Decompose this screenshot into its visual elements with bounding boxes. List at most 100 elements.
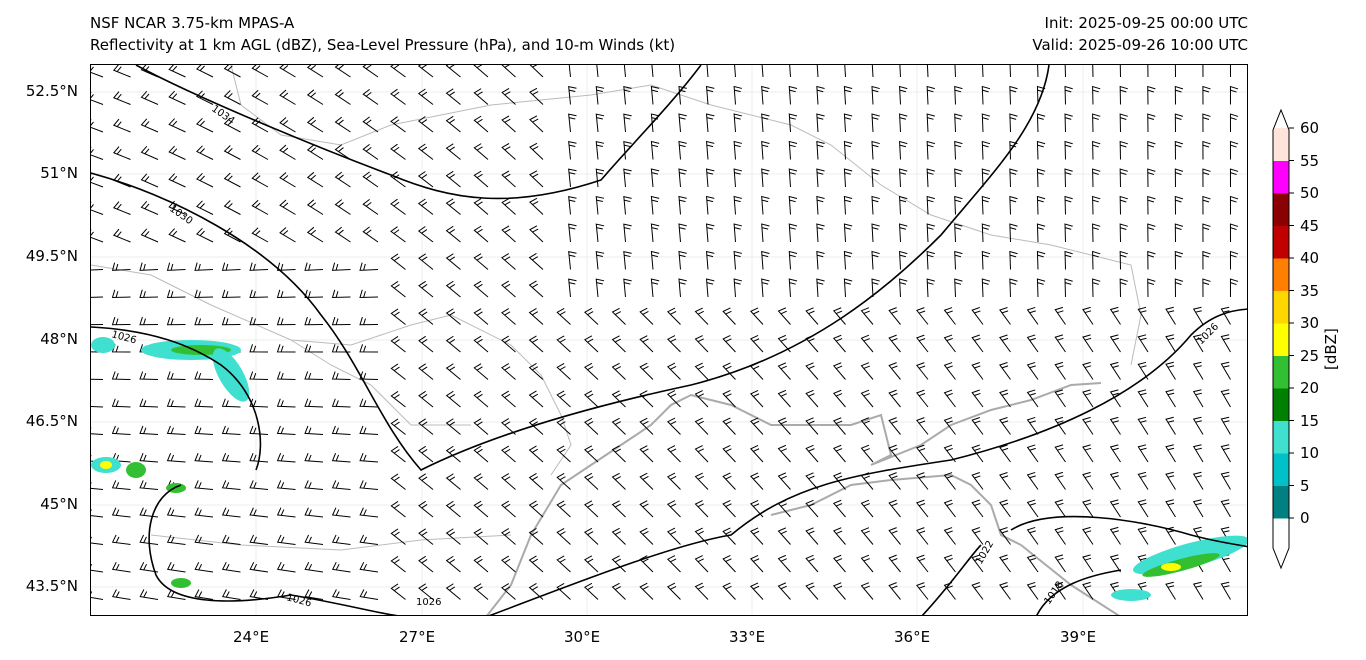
- wind-barb: [306, 199, 324, 215]
- wind-barb: [1137, 389, 1149, 408]
- wind-barb: [749, 472, 764, 490]
- colorbar-tick-label: 40: [1300, 249, 1320, 267]
- wind-barb: [568, 140, 577, 160]
- wind-barb: [568, 168, 577, 188]
- wind-barb: [139, 425, 159, 435]
- wind-barb: [359, 480, 379, 490]
- wind-barb: [418, 528, 434, 545]
- wind-barb: [611, 390, 626, 408]
- wind-barb: [899, 278, 908, 298]
- wind-barb: [1064, 250, 1073, 270]
- wind-barb: [194, 507, 214, 518]
- wind-barb: [390, 556, 406, 573]
- wind-barb: [1036, 113, 1046, 133]
- wind-barb: [777, 527, 791, 545]
- wind-barb: [916, 582, 929, 600]
- wind-barb: [1026, 334, 1039, 353]
- wind-barb: [1165, 526, 1176, 545]
- wind-barb: [1009, 250, 1018, 270]
- wind-barb: [871, 195, 880, 215]
- wind-barb: [501, 170, 516, 188]
- wind-barb: [501, 583, 516, 600]
- wind-barb: [1036, 195, 1046, 215]
- wind-barb: [417, 171, 434, 188]
- wind-barb: [556, 500, 571, 518]
- wind-barb: [1064, 85, 1073, 105]
- wind-barb: [556, 527, 571, 545]
- wind-barb: [249, 480, 269, 490]
- wind-barb: [584, 362, 599, 380]
- wind-barb: [390, 65, 406, 78]
- wind-barb: [1109, 554, 1121, 573]
- wind-barb: [276, 289, 296, 299]
- wind-barb: [304, 316, 324, 326]
- colorbar-tick-label: 45: [1300, 216, 1320, 235]
- wind-barb: [694, 582, 709, 600]
- colorbar-swatch: [1273, 420, 1289, 454]
- wind-barb: [1192, 499, 1204, 518]
- wind-barb: [473, 555, 489, 573]
- wind-barb: [139, 316, 159, 326]
- colorbar-tick-label: 5: [1300, 476, 1310, 495]
- wind-barb: [1054, 361, 1066, 380]
- wind-barb: [584, 582, 599, 600]
- wind-barb: [111, 289, 131, 299]
- wind-barb: [816, 140, 825, 160]
- wind-barb: [112, 201, 131, 215]
- wind-barb: [733, 140, 743, 160]
- wind-barb: [91, 373, 104, 380]
- wind-barb: [1229, 223, 1239, 243]
- wind-barb: [1220, 416, 1231, 435]
- wind-barb: [568, 85, 577, 105]
- wind-barb: [1092, 85, 1101, 105]
- wind-barb: [733, 113, 743, 133]
- wind-barb: [805, 554, 819, 573]
- wind-barb: [694, 307, 709, 325]
- wind-barb: [705, 140, 715, 160]
- wind-barb: [788, 168, 798, 188]
- wind-barb: [194, 534, 214, 545]
- wind-barb: [473, 473, 489, 490]
- wind-barb: [221, 453, 241, 463]
- wind-barb: [501, 363, 516, 380]
- wind-barb: [749, 389, 764, 408]
- wind-barb: [196, 65, 214, 78]
- wind-barb: [788, 223, 798, 243]
- wind-barb: [954, 250, 963, 270]
- wind-barb: [390, 528, 406, 545]
- wind-barb: [733, 223, 743, 243]
- wind-barb: [816, 168, 825, 188]
- wind-barb: [501, 528, 516, 545]
- wind-barb: [194, 589, 214, 600]
- isobar-label: 1026: [416, 597, 441, 608]
- wind-barb: [1202, 113, 1211, 133]
- wind-barb: [916, 472, 929, 490]
- wind-barb: [417, 198, 434, 215]
- wind-barb: [1220, 389, 1231, 408]
- wind-barb: [761, 278, 770, 298]
- wind-barb: [1026, 526, 1039, 545]
- wind-barb: [1064, 278, 1073, 298]
- wind-barb: [981, 85, 991, 105]
- wind-barb: [445, 170, 461, 188]
- wind-barb: [528, 528, 544, 545]
- wind-barb: [417, 88, 434, 105]
- colorbar-label: [dBZ]: [1322, 328, 1340, 370]
- wind-barb: [639, 335, 654, 353]
- wind-barb: [91, 65, 104, 78]
- wind-barb: [832, 582, 846, 600]
- wind-barb: [1109, 444, 1121, 463]
- wind-barb: [501, 143, 516, 160]
- wind-barb: [194, 561, 214, 573]
- wind-barb: [390, 391, 406, 408]
- wind-barb: [501, 390, 516, 408]
- lon-label: 24°E: [233, 628, 270, 646]
- wind-barb: [943, 472, 956, 490]
- wind-barb: [805, 362, 819, 380]
- wind-barb: [168, 90, 186, 105]
- wind-barb: [1026, 444, 1039, 463]
- wind-barb: [871, 113, 880, 133]
- wind-barb: [223, 172, 241, 188]
- wind-barb: [445, 143, 461, 160]
- wind-barb: [844, 65, 846, 78]
